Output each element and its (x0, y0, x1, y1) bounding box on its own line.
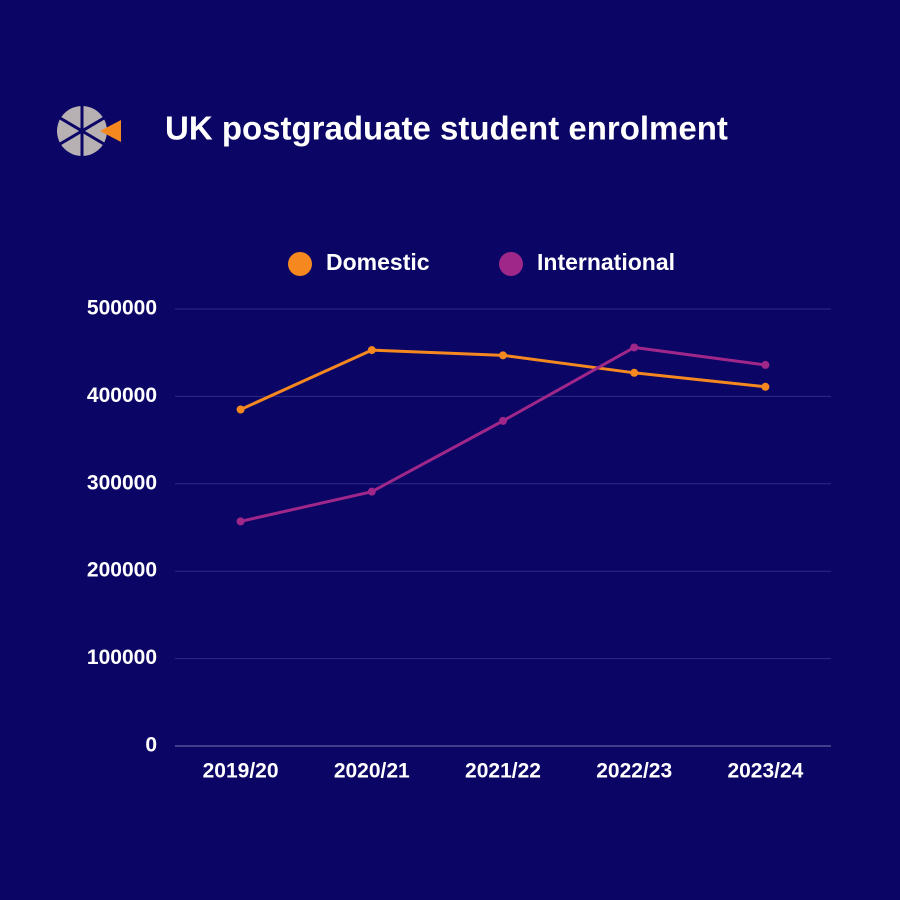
x-tick-label: 2020/21 (334, 760, 410, 783)
legend-marker (499, 252, 523, 276)
data-point (499, 351, 507, 360)
legend-marker (288, 252, 312, 276)
logo-triangle (100, 120, 121, 142)
x-tick-label: 2019/20 (203, 760, 279, 783)
data-point (499, 416, 507, 425)
chart-title: UK postgraduate student enrolment (165, 110, 728, 147)
logo-line (59, 116, 105, 146)
y-tick-label: 100000 (87, 646, 157, 669)
data-point (236, 405, 245, 414)
y-tick-label: 300000 (87, 471, 157, 494)
x-tick-label: 2022/23 (596, 760, 672, 783)
data-point (367, 487, 376, 496)
logo (57, 106, 121, 156)
data-point (630, 343, 639, 352)
y-tick-label: 500000 (87, 297, 157, 320)
data-point (761, 360, 770, 369)
data-point (630, 368, 639, 377)
y-tick-label: 0 (145, 734, 157, 757)
legend-label: Domestic (326, 249, 430, 275)
y-tick-label: 200000 (87, 559, 157, 582)
y-tick-label: 400000 (87, 384, 157, 407)
x-tick-label: 2023/24 (727, 760, 803, 783)
legend-label: International (537, 249, 675, 275)
data-point (761, 382, 770, 391)
x-tick-label: 2021/22 (465, 760, 541, 783)
data-point (236, 517, 245, 526)
data-point (367, 346, 376, 355)
